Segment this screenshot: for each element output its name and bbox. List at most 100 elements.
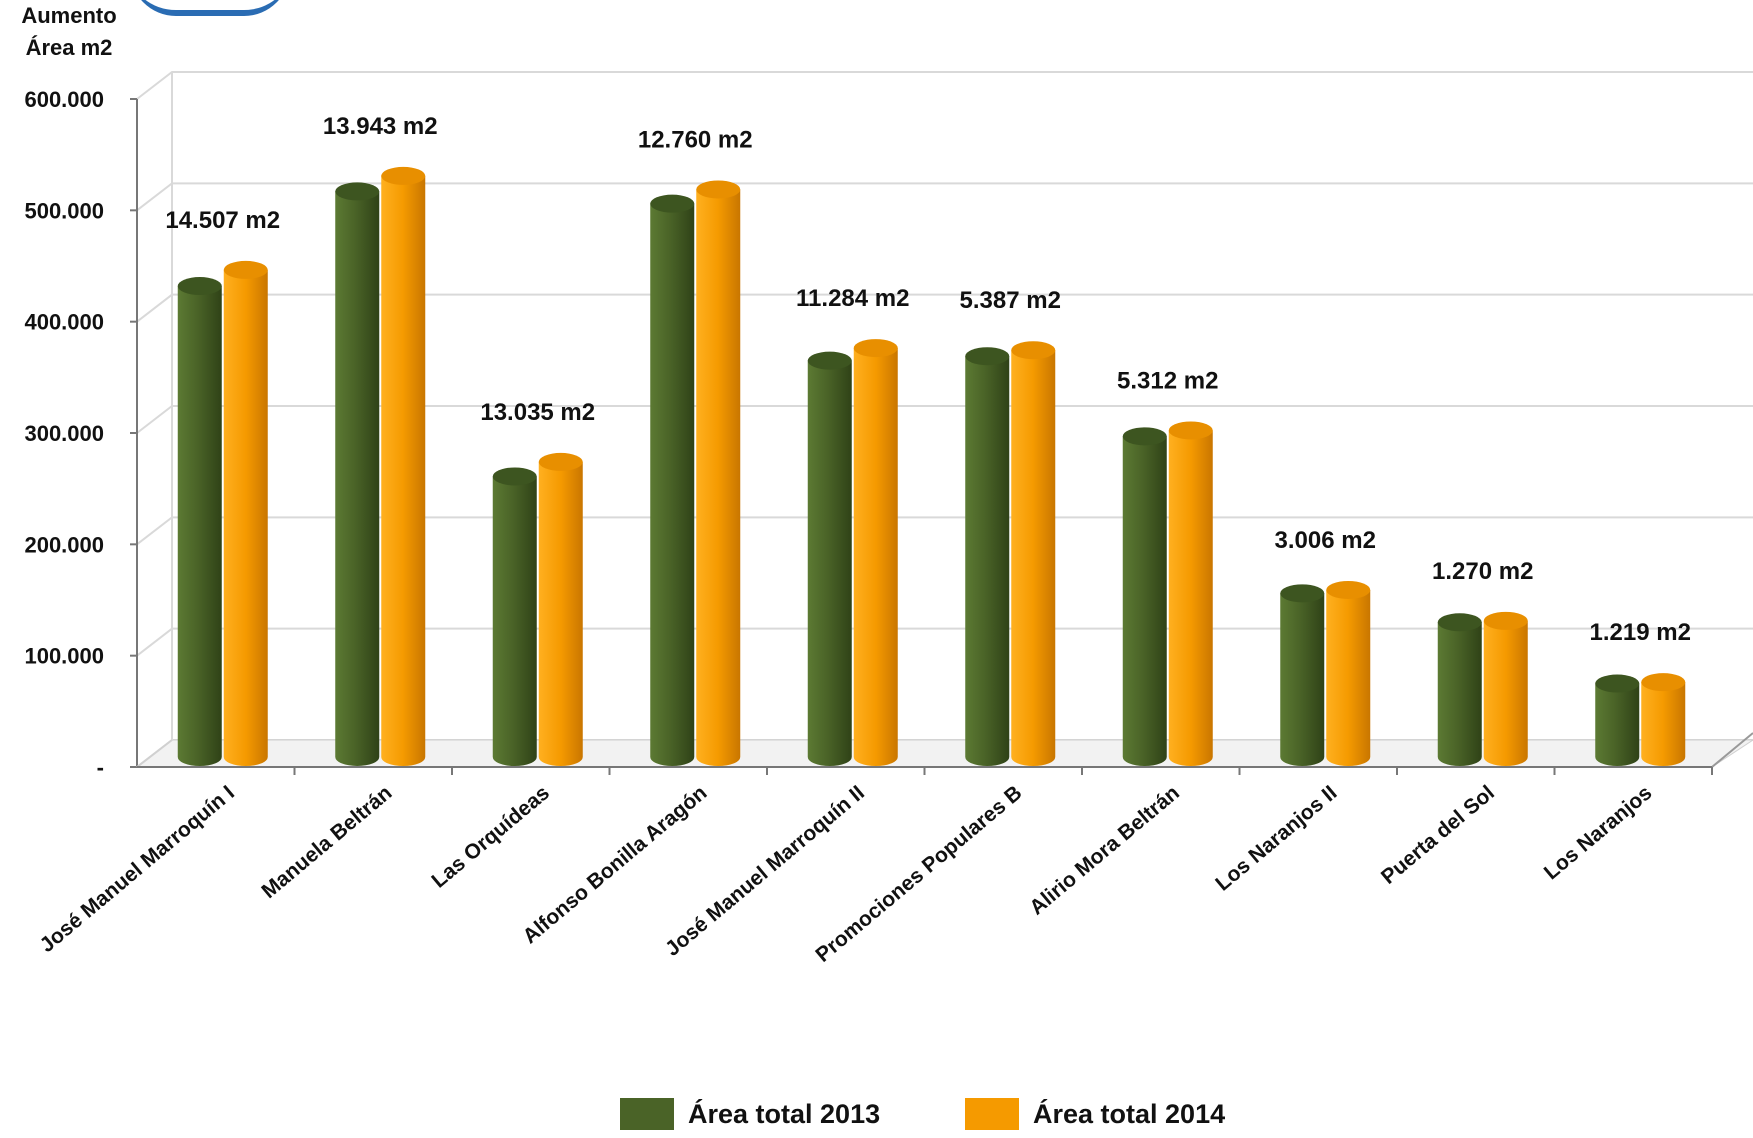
- gridline-2: [136, 516, 1753, 546]
- data-label-1: 13.943 m2: [323, 113, 438, 140]
- bar-body-0-5: [965, 356, 1010, 766]
- bar-top-0-1: [335, 182, 380, 201]
- bar-0-1: [335, 182, 380, 766]
- bar-body-0-3: [650, 203, 695, 766]
- bar-0-6: [1122, 427, 1167, 766]
- bar-top-1-8: [1483, 611, 1528, 630]
- bar-0-2: [492, 467, 537, 766]
- y-tick-label-3: 300.000: [24, 421, 104, 446]
- bar-top-0-3: [650, 194, 695, 213]
- bar-top-0-6: [1122, 427, 1167, 446]
- bar-body-1-7: [1326, 589, 1371, 766]
- bar-body-1-6: [1168, 430, 1213, 766]
- bar-0-5: [965, 347, 1010, 766]
- bar-1-1: [381, 166, 426, 767]
- legend-label-2014: Área total 2014: [1033, 1098, 1226, 1129]
- bar-body-0-7: [1280, 593, 1325, 766]
- bar-body-0-6: [1122, 436, 1167, 766]
- bar-top-1-5: [1011, 341, 1056, 360]
- bar-1-3: [696, 180, 741, 767]
- bar-0-4: [807, 351, 852, 766]
- y-tick-label-4: 400.000: [24, 310, 104, 335]
- bar-body-1-5: [1011, 350, 1056, 766]
- bar-body-1-8: [1483, 620, 1528, 766]
- bar-body-1-4: [853, 348, 898, 766]
- y-axis-title: Aumento Área m2: [4, 0, 134, 64]
- y-axis-title-line1: Aumento: [21, 3, 117, 28]
- bar-body-1-1: [381, 175, 426, 767]
- bar-body-1-0: [223, 269, 268, 766]
- x-category-label-2: Las Orquídeas: [427, 781, 554, 892]
- bar-0-9: [1595, 674, 1640, 766]
- bar-0-0: [177, 277, 222, 766]
- bar-top-0-2: [492, 467, 537, 486]
- bar-body-1-3: [696, 189, 741, 767]
- data-label-6: 5.312 m2: [1117, 367, 1218, 394]
- gridline-6: [136, 71, 1753, 100]
- bar-1-9: [1641, 673, 1686, 766]
- bar-top-1-1: [381, 166, 426, 185]
- bar-body-0-8: [1437, 622, 1482, 766]
- x-category-label-9: Los Naranjos: [1540, 781, 1657, 884]
- bar-top-1-9: [1641, 673, 1686, 692]
- y-tick-label-1: 100.000: [24, 644, 104, 669]
- data-label-7: 3.006 m2: [1275, 527, 1376, 554]
- bar-1-8: [1483, 611, 1528, 766]
- legend-swatch-2014: [965, 1098, 1019, 1130]
- bar-body-1-2: [538, 461, 583, 766]
- y-tick-label-2: 200.000: [24, 532, 104, 557]
- bar-body-0-4: [807, 360, 852, 766]
- floor-edge: [1711, 732, 1753, 768]
- bar-body-0-2: [492, 476, 537, 766]
- legend-item-2013: Área total 2013: [620, 1098, 880, 1130]
- data-label-5: 5.387 m2: [960, 287, 1061, 314]
- bar-body-0-0: [177, 286, 222, 766]
- bar-top-0-4: [807, 351, 852, 370]
- bar-1-5: [1011, 341, 1056, 766]
- x-category-label-8: Puerta del Sol: [1377, 781, 1499, 889]
- bar-top-0-0: [177, 277, 222, 296]
- legend-item-2014: Área total 2014: [965, 1098, 1225, 1130]
- legend-label-2013: Área total 2013: [688, 1098, 881, 1129]
- x-category-label-3: Alfonso Bonilla Aragón: [519, 781, 712, 948]
- gridline-4: [136, 293, 1753, 323]
- bar-1-6: [1168, 421, 1213, 766]
- axes: [130, 72, 1753, 775]
- bar-0-8: [1437, 613, 1482, 766]
- bars: [177, 166, 1686, 767]
- legend-swatch-2013: [620, 1098, 674, 1130]
- data-label-8: 1.270 m2: [1432, 558, 1533, 585]
- bar-body-0-9: [1595, 683, 1640, 766]
- y-tick-label-6: 600.000: [24, 87, 104, 112]
- gridline-5: [136, 182, 1753, 212]
- bar-top-1-2: [538, 452, 583, 471]
- logo-arc: [130, 0, 290, 16]
- gridline-3: [136, 405, 1753, 434]
- x-category-label-1: Manuela Beltrán: [257, 781, 396, 903]
- depth-line: [136, 739, 173, 768]
- x-category-label-6: Alirio Mora Beltrán: [1025, 781, 1184, 919]
- legend: Área total 2013 Área total 2014: [0, 1098, 1753, 1138]
- bar-body-1-9: [1641, 682, 1686, 766]
- y-tick-label-5: 500.000: [24, 198, 104, 223]
- x-category-label-0: José Manuel Marroquín I: [36, 781, 239, 957]
- data-label-3: 12.760 m2: [638, 126, 753, 153]
- data-label-4: 11.284 m2: [796, 285, 909, 312]
- bar-1-0: [223, 260, 268, 766]
- bar-top-1-7: [1326, 580, 1371, 599]
- bar-1-7: [1326, 580, 1371, 766]
- x-category-label-7: Los Naranjos II: [1211, 781, 1341, 895]
- data-label-9: 1.219 m2: [1590, 619, 1691, 646]
- data-label-0: 14.507 m2: [165, 207, 280, 234]
- data-label-2: 13.035 m2: [480, 399, 595, 426]
- bar-top-1-4: [853, 339, 898, 358]
- y-tick-label-0: -: [97, 755, 104, 780]
- bar-top-0-5: [965, 347, 1010, 366]
- bar-top-1-6: [1168, 421, 1213, 440]
- bar-body-0-1: [335, 191, 380, 766]
- bar-top-0-8: [1437, 613, 1482, 632]
- bar-0-7: [1280, 584, 1325, 766]
- bar-top-1-0: [223, 260, 268, 279]
- bar-1-2: [538, 452, 583, 766]
